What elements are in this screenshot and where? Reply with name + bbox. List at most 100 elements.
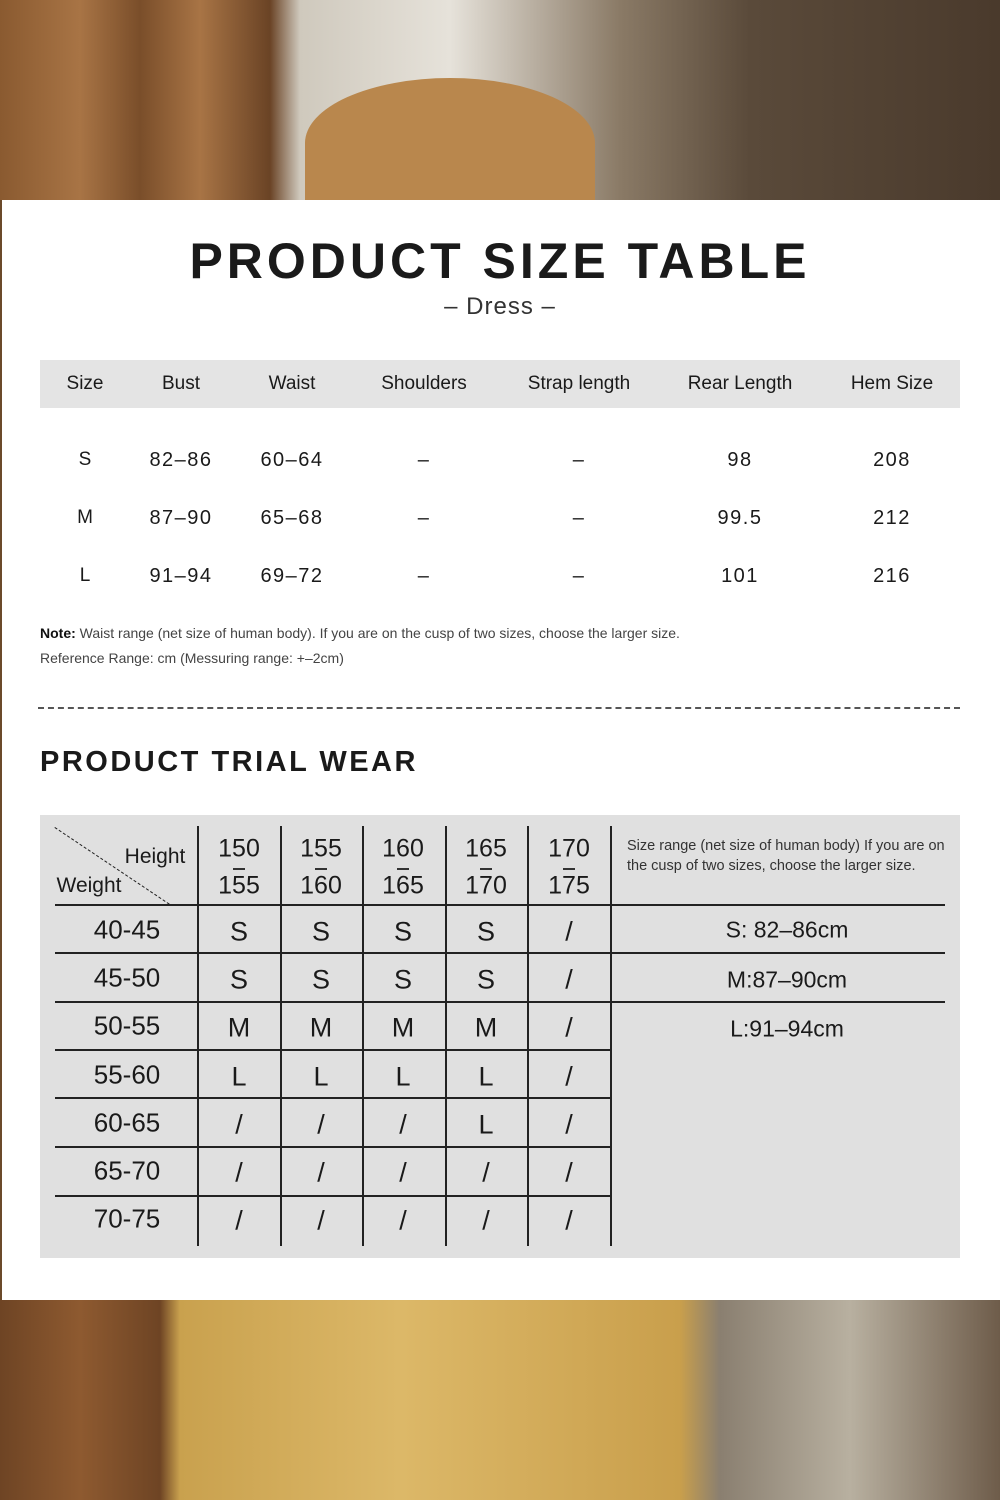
size-cell: S bbox=[311, 916, 331, 947]
grid-line-horizontal bbox=[55, 904, 945, 906]
model-photo-top bbox=[0, 0, 1000, 208]
range-dash bbox=[315, 868, 327, 870]
table-cell: M bbox=[77, 507, 93, 528]
size-cell: / bbox=[317, 1205, 325, 1236]
note: Note: Waist range (net size of human bod… bbox=[40, 625, 680, 641]
weight-range: 45-50 bbox=[93, 962, 161, 993]
weight-range: 55-60 bbox=[93, 1059, 161, 1090]
size-cell: S bbox=[229, 964, 249, 995]
grid-line-horizontal bbox=[55, 1001, 945, 1003]
size-cell: / bbox=[399, 1157, 407, 1188]
column-header: Shoulders bbox=[381, 373, 467, 394]
size-cell: M bbox=[227, 1012, 251, 1043]
grid-line-vertical bbox=[362, 826, 364, 1246]
size-cell: / bbox=[235, 1205, 243, 1236]
size-cell: / bbox=[565, 964, 573, 995]
note-label: Note: bbox=[40, 625, 76, 641]
table-cell: 212 bbox=[873, 507, 911, 529]
column-header: Rear Length bbox=[687, 373, 793, 394]
table-cell: 101 bbox=[721, 565, 759, 587]
size-cell: / bbox=[399, 1109, 407, 1140]
size-cell: / bbox=[235, 1157, 243, 1188]
reference-range: Reference Range: cm (Messuring range: +–… bbox=[40, 650, 344, 666]
height-range-start: 150 bbox=[218, 834, 260, 863]
grid-line-horizontal bbox=[55, 1195, 610, 1197]
size-cell: M bbox=[391, 1012, 415, 1043]
table-cell: 60–64 bbox=[260, 449, 324, 471]
size-cell: / bbox=[565, 916, 573, 947]
divider bbox=[38, 707, 960, 709]
size-cell: / bbox=[317, 1109, 325, 1140]
size-cell: / bbox=[565, 1061, 573, 1092]
height-range-end: 155 bbox=[218, 871, 260, 900]
trial-table: Height Weight 150 155 155 160 160 165 165 170 170 1… bbox=[40, 815, 960, 1258]
table-cell: 99.5 bbox=[717, 507, 763, 529]
grid-line-vertical bbox=[610, 826, 612, 1246]
table-cell: 98 bbox=[727, 449, 753, 471]
table-cell: – bbox=[572, 565, 586, 587]
height-range-end: 165 bbox=[382, 871, 424, 900]
size-cell: L bbox=[231, 1061, 247, 1092]
size-cell: S bbox=[476, 964, 496, 995]
table-cell: 91–94 bbox=[149, 565, 213, 587]
range-dash bbox=[563, 868, 575, 870]
grid-line-vertical bbox=[445, 826, 447, 1246]
size-cell: L bbox=[478, 1061, 494, 1092]
column-header: Strap length bbox=[527, 373, 631, 394]
dress-photo-bottom bbox=[0, 1300, 1000, 1500]
trial-title: PRODUCT TRIAL WEAR bbox=[40, 746, 418, 778]
size-cell: / bbox=[482, 1205, 490, 1236]
size-cell: M bbox=[309, 1012, 333, 1043]
table-cell: 69–72 bbox=[260, 565, 324, 587]
column-header: Bust bbox=[161, 373, 201, 394]
column-header: Hem Size bbox=[850, 373, 934, 394]
height-range-end: 170 bbox=[465, 871, 507, 900]
height-range-start: 165 bbox=[465, 834, 507, 863]
range-dash bbox=[233, 868, 245, 870]
size-cell: / bbox=[235, 1109, 243, 1140]
size-cell: / bbox=[565, 1205, 573, 1236]
size-range: M:87–90cm bbox=[726, 966, 848, 992]
height-range-start: 170 bbox=[548, 834, 590, 863]
height-range-end: 175 bbox=[548, 871, 590, 900]
height-range-end: 160 bbox=[300, 871, 342, 900]
size-range-note: Size range (net size of human body) If y… bbox=[627, 838, 945, 874]
table-cell: L bbox=[79, 565, 91, 586]
range-dash bbox=[480, 868, 492, 870]
weight-range: 50-55 bbox=[93, 1010, 161, 1041]
height-range-start: 160 bbox=[382, 834, 424, 863]
weight-range: 40-45 bbox=[93, 914, 161, 945]
size-range: S: 82–86cm bbox=[725, 916, 849, 943]
size-cell: / bbox=[317, 1157, 325, 1188]
size-cell: M bbox=[474, 1012, 498, 1043]
size-cell: / bbox=[565, 1109, 573, 1140]
grid-line-horizontal bbox=[55, 1146, 610, 1148]
size-cell: S bbox=[229, 916, 249, 947]
grid-line-vertical bbox=[527, 826, 529, 1246]
grid-line-horizontal bbox=[55, 1049, 610, 1051]
table-cell: 208 bbox=[873, 449, 911, 471]
height-label: Height bbox=[124, 845, 186, 868]
weight-range: 70-75 bbox=[93, 1203, 161, 1234]
weight-range: 65-70 bbox=[93, 1155, 161, 1186]
size-cell: L bbox=[395, 1061, 411, 1092]
grid-line-vertical bbox=[280, 826, 282, 1246]
table-cell: – bbox=[572, 507, 586, 529]
weight-label: Weight bbox=[56, 874, 122, 897]
column-header: Size bbox=[66, 373, 104, 394]
size-cell: L bbox=[313, 1061, 329, 1092]
table-cell: S bbox=[78, 449, 92, 470]
table-cell: – bbox=[572, 449, 586, 471]
size-cell: L bbox=[478, 1109, 494, 1140]
table-cell: – bbox=[417, 449, 431, 471]
size-cell: S bbox=[393, 964, 413, 995]
range-dash bbox=[397, 868, 409, 870]
size-table-header bbox=[40, 360, 960, 408]
page-subtitle: – Dress – bbox=[444, 293, 556, 320]
grid-line-horizontal bbox=[55, 952, 945, 954]
grid-line-horizontal bbox=[55, 1097, 610, 1099]
size-cell: / bbox=[399, 1205, 407, 1236]
table-cell: – bbox=[417, 565, 431, 587]
size-cell: S bbox=[476, 916, 496, 947]
note-text: Waist range (net size of human body). If… bbox=[75, 625, 680, 641]
